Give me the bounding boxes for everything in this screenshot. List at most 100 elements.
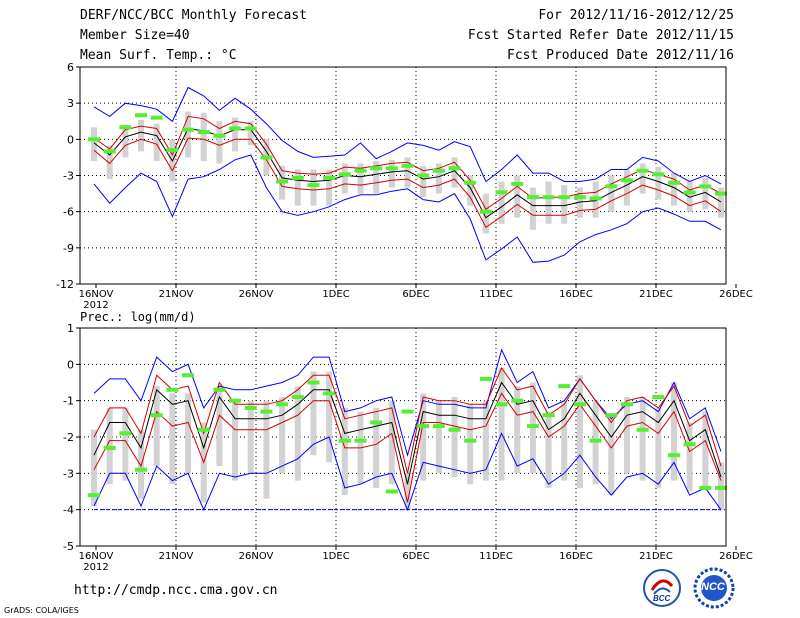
observed-marker <box>354 168 367 173</box>
y-tick-label: -12 <box>56 278 74 291</box>
spread-box <box>247 400 254 474</box>
spread-box <box>341 163 348 194</box>
observed-marker <box>526 195 539 200</box>
spread-box <box>545 411 552 488</box>
forecast-period: For 2012/11/16-2012/12/25 <box>538 8 734 23</box>
y-tick-label: 6 <box>67 61 74 74</box>
spread-box <box>185 393 192 474</box>
observed-marker <box>652 172 665 177</box>
spread-box <box>561 185 568 224</box>
bcc-logo: BCC <box>642 568 682 608</box>
observed-marker <box>244 405 257 410</box>
spread-box <box>498 367 505 481</box>
x-tick-label: 26NOV <box>239 289 274 300</box>
observed-marker <box>542 413 555 418</box>
observed-marker <box>182 373 195 378</box>
spread-box <box>702 177 709 210</box>
spread-box <box>576 375 583 488</box>
observed-marker <box>197 427 210 432</box>
fcst-started-date: Fcst Started Refer Date 2012/11/15 <box>467 28 734 43</box>
spread-box <box>655 407 662 488</box>
observed-marker <box>432 168 445 173</box>
observed-marker <box>479 376 492 381</box>
spread-box <box>576 187 583 218</box>
spread-box <box>514 175 521 218</box>
spread-box <box>639 163 646 194</box>
source-url[interactable]: http://cmdp.ncc.cma.gov.cn <box>74 583 278 598</box>
observed-marker <box>417 173 430 178</box>
x-tick-label: 16DEC <box>559 551 593 562</box>
observed-marker <box>558 384 571 389</box>
spread-box <box>498 181 505 224</box>
observed-marker <box>605 413 618 418</box>
observed-marker <box>166 387 179 392</box>
y-tick-label: -2 <box>63 431 74 444</box>
spread-box <box>655 167 662 200</box>
observed-marker <box>573 195 586 200</box>
observed-marker <box>401 409 414 414</box>
year-label: 2012 <box>83 562 108 573</box>
precip-panel-title: Prec.: log(mm/d) <box>80 310 196 324</box>
spread-box <box>169 393 176 485</box>
y-tick-label: -3 <box>63 467 74 480</box>
spread-box <box>623 397 630 474</box>
chart-panel-temperature: 6 3 0 -3 -6 -9 -12 16NOV 21NOV 26NOV 1DEC 6DEC 11DEC… <box>56 61 753 311</box>
chart-title: DERF/NCC/BCC Monthly Forecast <box>80 8 307 23</box>
observed-marker <box>715 485 727 490</box>
spread-box <box>639 397 646 481</box>
observed-marker <box>197 130 210 135</box>
observed-marker <box>589 438 602 443</box>
lower-blue-line <box>93 432 722 512</box>
x-tick-label: 21NOV <box>159 289 194 300</box>
fcst-produced-date: Fcst Produced Date 2012/11/16 <box>507 48 734 63</box>
observed-marker <box>307 380 320 385</box>
ensemble-mean-line <box>93 127 722 219</box>
x-tick-label: 16DEC <box>559 289 593 300</box>
spread-box <box>185 111 192 158</box>
observed-marker <box>213 133 226 138</box>
x-tick-label: 21DEC <box>639 289 673 300</box>
y-tick-label: -4 <box>63 504 74 517</box>
observed-marker <box>291 395 304 400</box>
observed-marker <box>150 413 163 418</box>
observed-marker <box>448 166 461 171</box>
observed-marker <box>229 398 242 403</box>
spread-box <box>153 386 160 467</box>
spread-box <box>686 181 693 212</box>
spread-box <box>623 169 630 206</box>
observed-marker <box>715 191 727 196</box>
x-tick-label: 6DEC <box>402 551 429 562</box>
spread-box <box>216 386 223 467</box>
spread-box <box>670 382 677 481</box>
observed-marker <box>432 424 445 429</box>
observed-marker <box>119 431 132 436</box>
spread-box <box>91 127 97 162</box>
spread-box <box>404 157 411 188</box>
y-tick-label: 0 <box>67 133 74 146</box>
x-tick-label: 21NOV <box>159 551 194 562</box>
observed-marker <box>495 190 508 195</box>
spread-box <box>294 169 301 206</box>
spread-box <box>294 386 301 481</box>
spread-box <box>279 397 286 474</box>
observed-marker <box>150 115 163 120</box>
observed-marker <box>260 155 273 160</box>
observed-marker <box>166 148 179 153</box>
spread-box <box>357 163 364 194</box>
observed-marker <box>667 453 680 458</box>
spread-box <box>232 400 239 481</box>
observed-marker <box>511 181 524 186</box>
observed-marker <box>213 387 226 392</box>
lower-red-line <box>93 137 722 229</box>
observed-marker <box>511 398 524 403</box>
observed-marker <box>370 420 383 425</box>
observed-marker <box>276 179 289 184</box>
spread-box <box>200 112 207 162</box>
observed-marker <box>479 209 492 214</box>
spread-box <box>608 418 615 496</box>
spread-box <box>373 161 380 194</box>
observed-marker <box>620 178 633 183</box>
observed-marker <box>401 163 414 168</box>
spread-box <box>467 175 474 206</box>
